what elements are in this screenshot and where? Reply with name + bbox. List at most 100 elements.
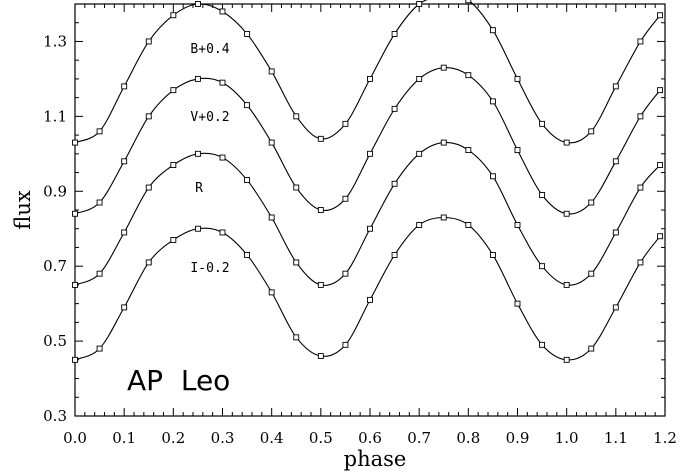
data-point bbox=[293, 259, 300, 266]
observation-points bbox=[72, 0, 664, 363]
model-curve bbox=[74, 0, 661, 144]
data-point bbox=[170, 237, 177, 243]
data-point bbox=[367, 296, 373, 303]
data-point bbox=[588, 199, 595, 206]
data-point bbox=[391, 251, 398, 258]
data-point bbox=[121, 229, 128, 236]
data-point bbox=[244, 31, 251, 37]
y-tick-label: 0.3 bbox=[43, 407, 67, 425]
y-tick-label: 1.3 bbox=[43, 32, 67, 50]
data-point bbox=[539, 192, 546, 198]
data-point bbox=[342, 120, 349, 127]
data-point bbox=[391, 180, 398, 187]
data-point bbox=[96, 270, 103, 277]
data-point bbox=[489, 173, 496, 180]
y-tick-label: 0.9 bbox=[43, 182, 67, 200]
x-tick-label: 0.4 bbox=[260, 429, 284, 447]
x-tick-label: 1.1 bbox=[604, 429, 628, 447]
x-tick-label: 1.2 bbox=[653, 429, 677, 447]
data-point bbox=[514, 75, 521, 82]
data-point bbox=[194, 225, 201, 232]
data-point bbox=[268, 214, 275, 221]
data-point bbox=[489, 251, 496, 258]
data-point bbox=[637, 113, 644, 120]
x-axis-title: phase bbox=[344, 447, 407, 471]
data-point bbox=[96, 128, 103, 135]
data-point bbox=[219, 79, 226, 86]
data-point bbox=[489, 98, 496, 105]
data-point bbox=[563, 356, 570, 363]
data-point bbox=[219, 229, 226, 236]
data-point bbox=[96, 345, 103, 352]
data-point bbox=[563, 281, 570, 288]
data-point bbox=[244, 102, 251, 109]
data-point bbox=[416, 150, 423, 157]
data-point bbox=[342, 270, 349, 277]
y-tick-label: 1.1 bbox=[43, 107, 67, 125]
band-label: I-0.2 bbox=[190, 261, 229, 276]
band-label: B+0.4 bbox=[190, 42, 229, 57]
x-tick-label: 0.9 bbox=[506, 429, 530, 447]
data-point bbox=[268, 289, 275, 296]
data-point bbox=[637, 184, 644, 191]
data-point bbox=[367, 75, 373, 82]
data-point bbox=[416, 75, 423, 82]
data-point bbox=[440, 214, 447, 221]
data-point bbox=[121, 304, 128, 311]
data-point bbox=[268, 68, 275, 75]
data-point bbox=[293, 184, 300, 191]
data-point bbox=[657, 162, 664, 169]
data-point bbox=[465, 222, 472, 228]
data-point bbox=[293, 334, 300, 341]
x-tick-label: 0.7 bbox=[407, 429, 431, 447]
data-point bbox=[96, 199, 103, 206]
data-point bbox=[219, 8, 226, 15]
data-point bbox=[465, 0, 472, 4]
plot-frame bbox=[74, 3, 666, 417]
data-point bbox=[391, 105, 398, 112]
data-point bbox=[612, 229, 619, 236]
data-point bbox=[539, 263, 546, 270]
data-point bbox=[612, 304, 619, 311]
data-point bbox=[563, 210, 570, 217]
tick-labels: 0.0 0.1 0.2 0.3 0.4 0.5 0.6 0.7 0.8 0.9 1.0 1.1 1.2 0… bbox=[43, 32, 677, 447]
data-point bbox=[317, 353, 324, 360]
data-point bbox=[170, 162, 177, 169]
x-tick-label: 0.3 bbox=[211, 429, 235, 447]
axis-ticks bbox=[74, 3, 666, 417]
data-point bbox=[72, 139, 78, 146]
data-point bbox=[465, 147, 472, 154]
data-point bbox=[465, 72, 472, 79]
data-point bbox=[317, 207, 324, 213]
data-point bbox=[293, 113, 300, 120]
data-point bbox=[440, 139, 447, 146]
data-point bbox=[72, 281, 78, 288]
data-point bbox=[588, 270, 595, 277]
data-point bbox=[317, 135, 324, 142]
x-tick-label: 1.0 bbox=[555, 429, 579, 447]
data-point bbox=[367, 150, 373, 157]
data-point bbox=[514, 222, 521, 228]
data-point bbox=[563, 139, 570, 146]
data-point bbox=[539, 341, 546, 348]
data-point bbox=[657, 87, 664, 94]
data-point bbox=[391, 31, 398, 37]
data-point bbox=[244, 177, 251, 183]
y-tick-label: 0.5 bbox=[43, 332, 67, 350]
data-point bbox=[440, 64, 447, 71]
data-point bbox=[657, 233, 664, 240]
data-point bbox=[588, 345, 595, 352]
x-tick-label: 0.6 bbox=[358, 429, 382, 447]
data-point bbox=[317, 281, 324, 288]
data-point bbox=[612, 158, 619, 165]
model-curve bbox=[74, 216, 661, 361]
data-point bbox=[637, 38, 644, 45]
data-point bbox=[612, 83, 619, 90]
data-point bbox=[489, 27, 496, 34]
x-tick-label: 0.5 bbox=[309, 429, 333, 447]
data-point bbox=[72, 356, 78, 363]
data-point bbox=[145, 38, 152, 45]
model-curves bbox=[74, 0, 661, 361]
data-point bbox=[170, 12, 177, 19]
data-point bbox=[72, 210, 78, 217]
